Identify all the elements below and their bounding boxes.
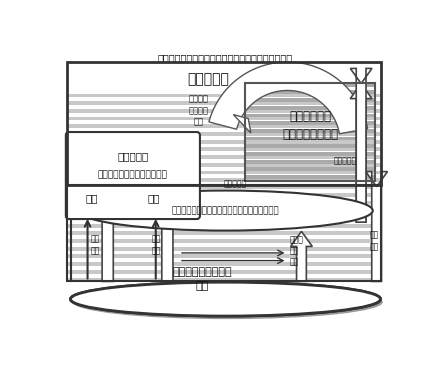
Bar [245,98,375,102]
Bar [67,201,380,204]
Bar [67,132,380,136]
Text: 覚書の締結: 覚書の締結 [334,156,357,165]
Bar [245,83,375,87]
Bar [67,147,380,151]
Text: 市民公益活動サポートセンター管理運営委員会: 市民公益活動サポートセンター管理運営委員会 [172,206,279,215]
Ellipse shape [70,282,381,316]
Bar [67,124,380,128]
Polygon shape [366,171,388,281]
Bar [67,185,380,189]
Text: ＜高様市市民公益活動サポートセンター運営体制＞: ＜高様市市民公益活動サポートセンター運営体制＞ [158,53,293,63]
Ellipse shape [73,285,383,319]
Text: 第三者機関: 第三者機関 [117,152,149,162]
Bar [67,63,380,92]
Bar [245,106,375,110]
Bar [67,223,380,227]
Bar [67,277,380,281]
Bar [67,94,380,97]
Bar [245,175,375,179]
Ellipse shape [78,191,373,230]
Text: 運営
参加: 運営 参加 [91,235,100,256]
Bar [67,101,380,105]
Bar [67,109,380,113]
Polygon shape [290,231,312,281]
Bar [67,247,380,251]
Text: 参加: 参加 [86,193,99,203]
Bar [67,255,380,258]
Text: 活動
促進: 活動 促進 [151,235,160,256]
Bar [67,178,380,182]
FancyBboxPatch shape [66,132,200,219]
Polygon shape [95,187,120,281]
Text: 参加: 参加 [148,193,161,203]
Bar [245,144,375,148]
Bar [245,152,375,156]
Bar [67,71,380,74]
Bar [67,239,380,243]
Bar [245,129,375,133]
Bar [67,193,380,197]
Text: 報告: 報告 [193,118,203,126]
Bar [66,62,381,185]
Bar [245,83,375,181]
Bar [67,208,380,212]
Text: （市民・学経・市等で組織）: （市民・学経・市等で組織） [98,171,168,180]
Polygon shape [209,62,368,134]
Text: 市民公益活動団体・
市民: 市民公益活動団体・ 市民 [172,267,232,291]
Text: 委嘱・検: 委嘱・検 [188,94,209,104]
Bar [245,137,375,140]
Text: 市民公益活動
サポートセンター: 市民公益活動 サポートセンター [282,109,338,140]
Bar [67,231,380,235]
Bar [245,90,375,94]
Bar [67,86,380,90]
Bar [67,63,380,67]
Polygon shape [350,83,372,222]
Bar [245,121,375,125]
Polygon shape [233,114,251,133]
Polygon shape [350,68,372,222]
Bar [67,78,380,82]
Text: 討依頼、: 討依頼、 [188,106,209,115]
Bar [67,270,380,274]
Bar [245,160,375,164]
Bar [67,171,380,174]
Bar [67,262,380,266]
Text: 高　様　市: 高 様 市 [187,72,229,86]
Bar [67,155,380,159]
Bar [245,168,375,171]
Text: 活動
支援: 活動 支援 [370,230,379,251]
Ellipse shape [70,282,381,316]
Bar [245,114,375,118]
Text: 検討・反映: 検討・反映 [223,179,246,188]
Bar [67,117,380,121]
Polygon shape [155,170,180,281]
Text: 利用・
運営
協力: 利用・ 運営 協力 [290,235,304,266]
Bar [67,163,380,167]
Bar [67,140,380,144]
Bar [66,185,381,281]
